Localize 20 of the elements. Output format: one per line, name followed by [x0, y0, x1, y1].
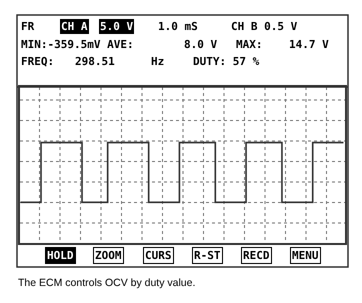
text: 14.7 V [289, 38, 330, 51]
text: RECD [243, 249, 270, 262]
text: 1.0 mS [158, 20, 198, 33]
text: ZOOM [95, 249, 122, 262]
text: 8.0 V [184, 38, 218, 51]
text: HOLD [47, 249, 74, 262]
text: MIN:-359.5mV AVE: [21, 38, 134, 51]
text: CH A [61, 20, 88, 33]
text: 5.0 V [100, 20, 134, 33]
text: CURS [145, 249, 172, 262]
text: R-ST [194, 249, 221, 262]
text: The ECM controls OCV by duty value. [18, 277, 196, 289]
text: FR [21, 20, 35, 33]
text: MAX: [236, 38, 262, 51]
text: CH B 0.5 V [231, 20, 298, 33]
text: Hz [151, 55, 164, 68]
text: DUTY: 57 % [193, 55, 260, 68]
text: FREQ: [21, 55, 54, 68]
text: MENU [292, 249, 319, 262]
text: 298.51 [75, 55, 116, 68]
